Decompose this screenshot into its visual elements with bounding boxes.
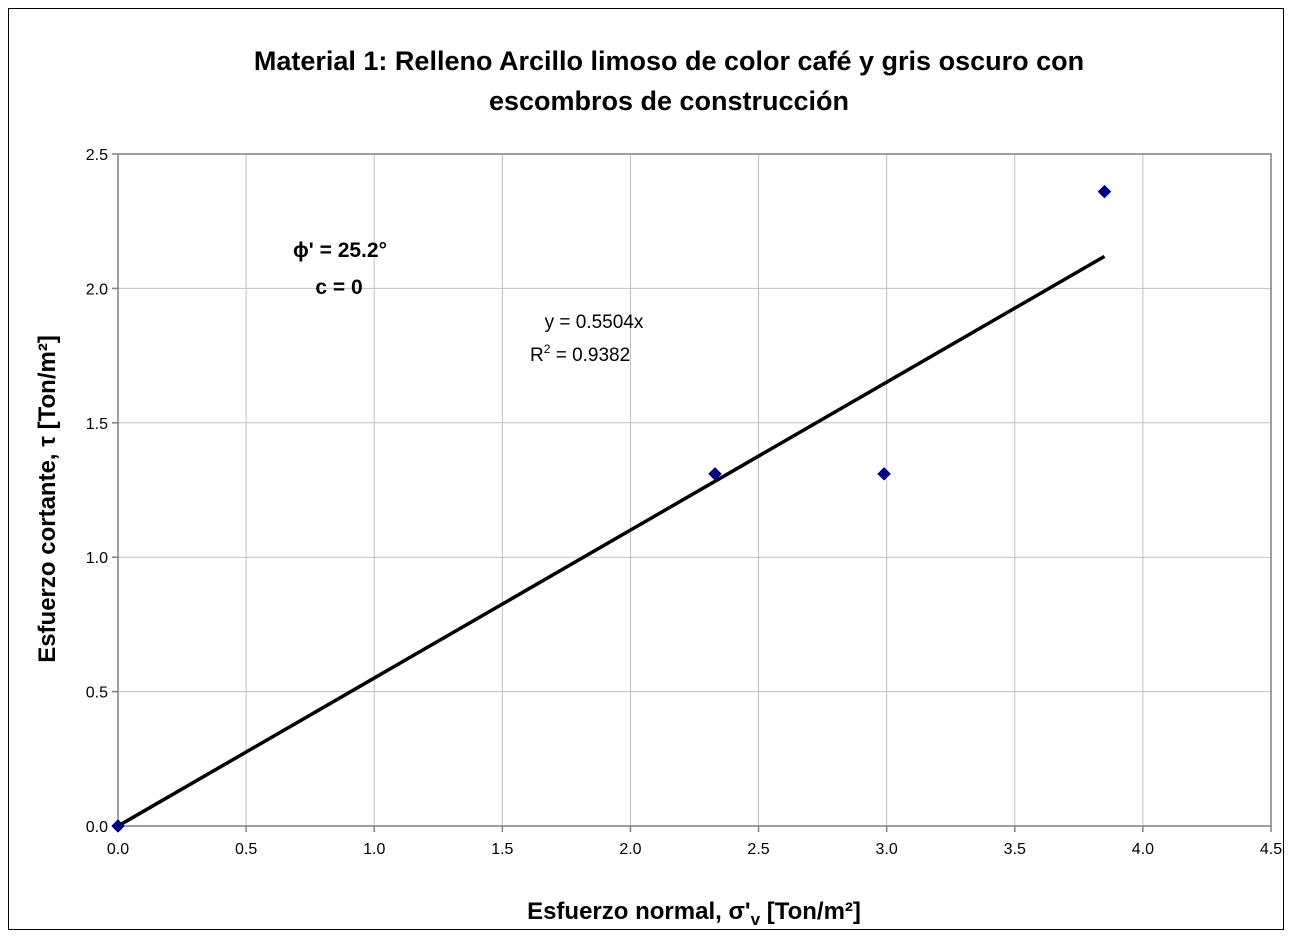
data-point-marker <box>1097 184 1112 199</box>
r-squared-superscript: 2 <box>544 342 551 356</box>
chart-title-line-1: Material 1: Relleno Arcillo limoso de co… <box>254 46 1084 76</box>
x-axis-title-unit: [Ton/m²] <box>760 898 861 925</box>
x-tick-label: 4.0 <box>1132 841 1154 858</box>
x-tick-label: 3.0 <box>876 841 898 858</box>
y-tick-label: 2.0 <box>86 281 108 298</box>
chart-title-line-2: escombros de construcción <box>489 86 849 116</box>
y-tick-label: 0.0 <box>86 819 108 836</box>
y-tick-label: 1.0 <box>86 550 108 567</box>
trendline <box>117 254 1106 828</box>
trendline-r-squared: R2 = 0.9382 <box>530 342 630 366</box>
phi-annotation: ϕ' = 25.2° <box>293 239 387 262</box>
data-point-marker <box>111 819 125 833</box>
y-axis-title: Esfuerzo cortante, τ [Ton/m²] <box>34 335 61 663</box>
trendline-equation: y = 0.5504x <box>545 312 644 333</box>
data-points <box>111 184 1112 833</box>
y-axis-tick-labels: 0.0 0.5 1.0 1.5 2.0 2.5 <box>86 147 108 836</box>
x-tick-label: 0.0 <box>107 841 129 858</box>
x-tick-label: 4.5 <box>1260 841 1282 858</box>
x-axis-title-main: Esfuerzo normal, σ' <box>527 898 751 925</box>
data-point-marker <box>877 467 891 481</box>
x-axis-title: Esfuerzo normal, σ'v [Ton/m²] <box>527 898 861 929</box>
plot-area-border <box>117 153 1272 827</box>
cohesion-annotation: c = 0 <box>315 276 362 299</box>
x-tick-label: 1.5 <box>491 841 513 858</box>
y-tick-label: 2.5 <box>86 147 108 164</box>
data-point-marker <box>708 467 722 481</box>
x-tick-label: 3.5 <box>1004 841 1026 858</box>
chart-svg: Material 1: Relleno Arcillo limoso de co… <box>34 46 1282 929</box>
x-axis-tick-labels: 0.0 0.5 1.0 1.5 2.0 2.5 3.0 3.5 4.0 4.5 <box>107 841 1282 858</box>
r-squared-value: = 0.9382 <box>550 345 630 366</box>
x-tick-label: 0.5 <box>235 841 257 858</box>
chart-frame: Material 1: Relleno Arcillo limoso de co… <box>8 8 1284 930</box>
x-tick-label: 2.0 <box>619 841 641 858</box>
x-tick-label: 1.0 <box>363 841 385 858</box>
y-tick-label: 1.5 <box>86 416 108 433</box>
x-tick-label: 2.5 <box>747 841 769 858</box>
x-axis-title-subscript: v <box>751 910 761 929</box>
grid-lines <box>118 154 1271 826</box>
y-tick-label: 0.5 <box>86 685 108 702</box>
r-squared-prefix: R <box>530 345 544 366</box>
